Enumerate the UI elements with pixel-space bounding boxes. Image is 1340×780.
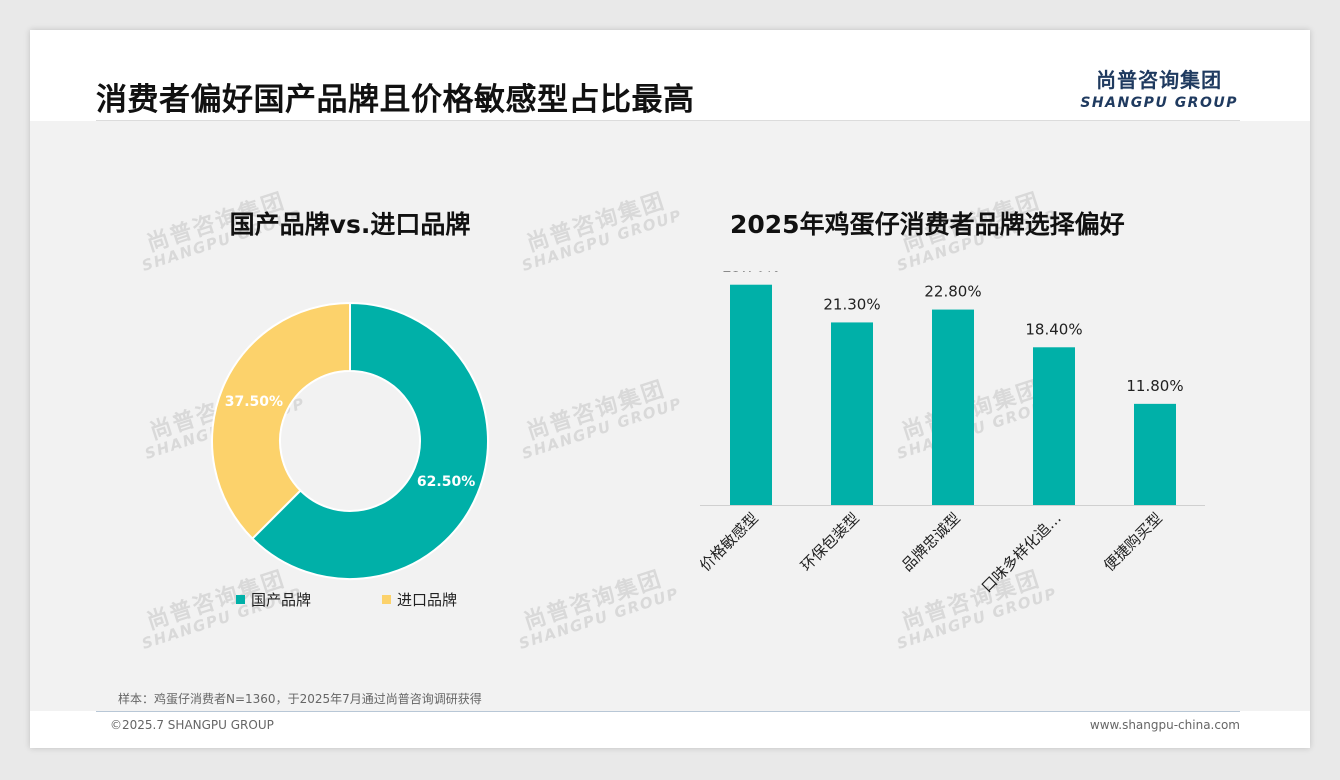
legend-swatch-domestic [236,595,245,604]
x-tick-label: 价格敏感型 [696,509,762,575]
bar-chart: 25.70% 价格敏感型 21.30% 环保包装型 22.80% 品牌忠诚型 18.40% 口… [696,271,1205,596]
pie-label-imported: 37.50% [225,394,283,410]
pie-slice-domestic [251,301,489,580]
sample-footnote: 样本：鸡蛋仔消费者N=1360，于2025年7月通过尚普咨询调研获得 [118,692,482,706]
legend-label-domestic: 国产品牌 [251,591,312,609]
bar-data-label: 11.80% [1126,377,1183,395]
logo-en: SHANGPU GROUP [1080,95,1238,111]
content-area: 尚普咨询集团 SHANGPU GROUP 尚普咨询集团 SHANGPU GROUP … [30,121,1310,711]
bar [1033,347,1075,505]
header-divider [96,120,1240,121]
header: 消费者偏好国产品牌且价格敏感型占比最高 尚普咨询集团 SHANGPU GROUP [30,30,1310,120]
pie-label-domestic: 62.50% [417,474,475,490]
bar-data-label: 21.30% [823,295,880,313]
slide: 消费者偏好国产品牌且价格敏感型占比最高 尚普咨询集团 SHANGPU GROUP… [30,30,1310,748]
copyright: ©2025.7 SHANGPU GROUP [110,718,274,732]
x-tick-label: 品牌忠诚型 [898,509,964,575]
legend-item-domestic: 国产品牌 [236,589,311,610]
footer-divider [96,711,1240,712]
legend-swatch-imported [382,595,391,604]
pie-slice-imported [211,301,351,540]
website-link[interactable]: www.shangpu-china.com [1089,718,1240,732]
donut-chart-title: 国产品牌vs.进口品牌 [229,210,471,239]
bar [831,322,873,505]
bar-data-label: 25.70% [722,271,779,276]
logo-cn: 尚普咨询集团 [1096,68,1223,92]
bar [1134,403,1176,505]
bar [932,309,974,505]
bar-data-label: 22.80% [924,283,981,301]
x-tick-label: 口味多样化追… [978,509,1065,596]
legend-label-imported: 进口品牌 [397,591,458,609]
logo: 尚普咨询集团 SHANGPU GROUP [1080,64,1238,111]
legend-item-imported: 进口品牌 [382,589,457,610]
bar-data-label: 18.40% [1025,320,1082,338]
bar-chart-title: 2025年鸡蛋仔消费者品牌选择偏好 [730,210,1125,239]
x-tick-label: 环保包装型 [797,509,863,575]
donut-chart: 62.50% 37.50% [211,301,489,580]
bar [730,284,772,505]
x-tick-label: 便捷购买型 [1100,509,1166,575]
page-title: 消费者偏好国产品牌且价格敏感型占比最高 [96,82,695,118]
